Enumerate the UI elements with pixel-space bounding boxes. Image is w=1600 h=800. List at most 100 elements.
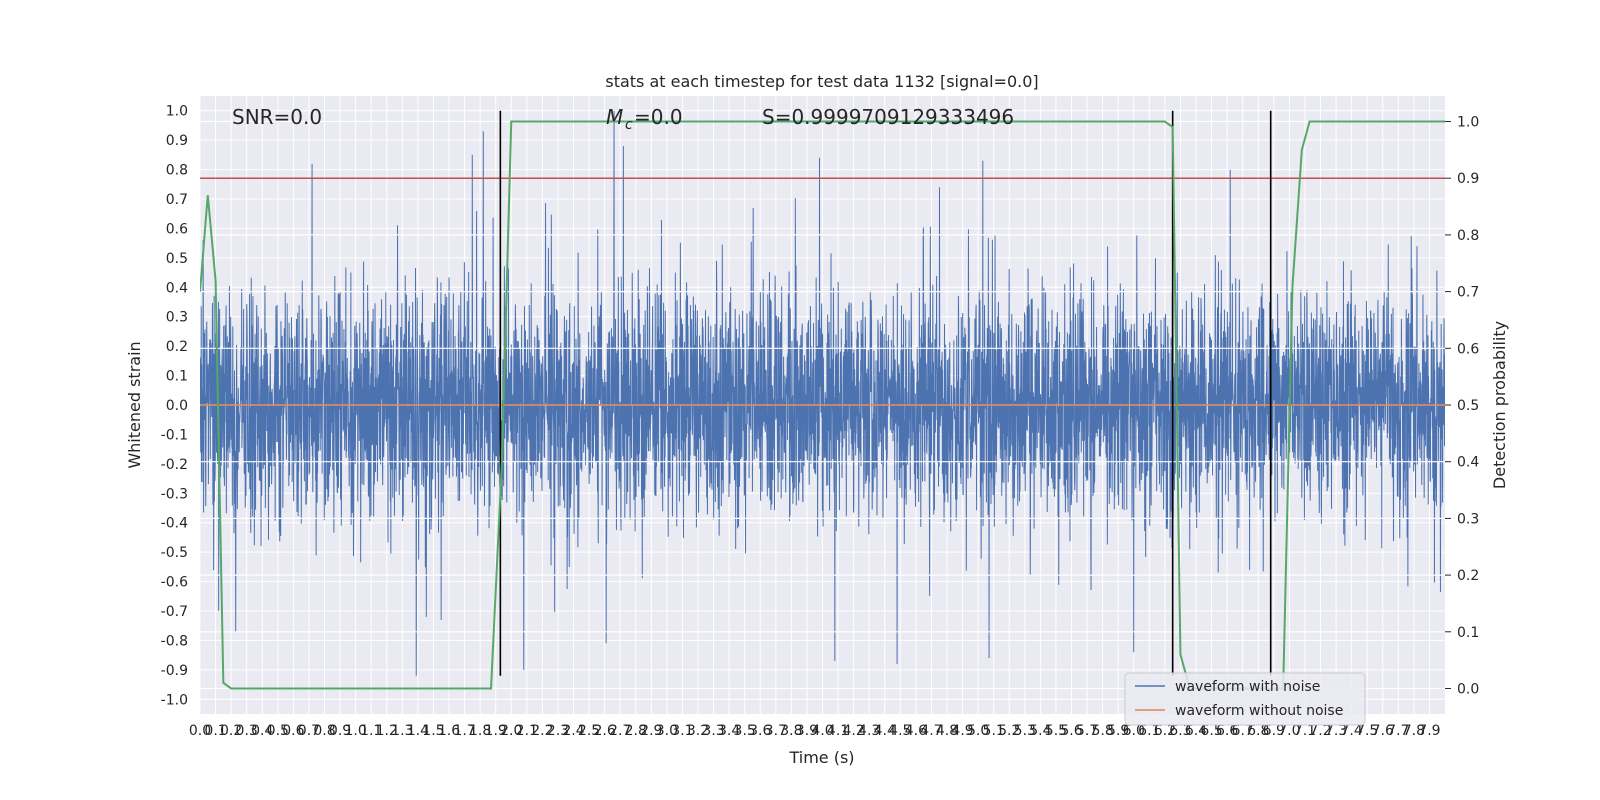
x-tick-label: 6.1 <box>1138 723 1160 739</box>
x-tick-label: 3.9 <box>796 723 818 739</box>
y-tick-label: 0.7 <box>166 192 188 208</box>
x-tick-label: 0.6 <box>282 723 304 739</box>
x-tick-label: 5.1 <box>983 723 1005 739</box>
legend-label-clean: waveform without noise <box>1175 703 1343 719</box>
y-tick-label: 0.8 <box>166 163 188 179</box>
y-tick-label: -0.5 <box>161 545 188 561</box>
x-tick-label: 4.4 <box>874 723 896 739</box>
score-annotation: S=0.9999709129333496 <box>762 105 1014 129</box>
legend-box <box>1124 672 1366 726</box>
y-tick-label: -0.9 <box>161 663 188 679</box>
x-tick-label: 1.8 <box>469 723 491 739</box>
x-tick-label: 3.2 <box>687 723 709 739</box>
x-tick-label: 3.7 <box>765 723 787 739</box>
y-tick-label: 0.3 <box>166 310 188 326</box>
x-tick-label: 1.3 <box>391 723 413 739</box>
x-tick-label: 2.7 <box>609 723 631 739</box>
x-tick-label: 0.2 <box>220 723 242 739</box>
x-tick-label: 4.8 <box>936 723 958 739</box>
x-tick-label: 1.2 <box>376 723 398 739</box>
x-tick-label: 6.8 <box>1247 723 1269 739</box>
x-tick-label: 1.5 <box>422 723 444 739</box>
x-tick-label: 5.5 <box>1045 723 1067 739</box>
x-tick-label: 3.6 <box>749 723 771 739</box>
right-tick-label: 0.1 <box>1457 625 1479 641</box>
x-tick-label: 0.1 <box>204 723 226 739</box>
right-tick-label: 0.4 <box>1457 455 1479 471</box>
legend-label-noise: waveform with noise <box>1175 679 1320 695</box>
legend: waveform with noise waveform without noi… <box>1124 672 1366 726</box>
x-tick-label: 4.6 <box>905 723 927 739</box>
x-tick-label: 5.4 <box>1029 723 1051 739</box>
x-tick-label: 6.3 <box>1169 723 1191 739</box>
y-tick-label: -0.2 <box>161 457 188 473</box>
y-axis-label: Whitened strain <box>125 341 144 468</box>
x-tick-label: 7.2 <box>1309 723 1331 739</box>
y-tick-label: -0.3 <box>161 486 188 502</box>
x-tick-label: 2.4 <box>562 723 584 739</box>
x-tick-label: 7.1 <box>1294 723 1316 739</box>
x-tick-label: 2.8 <box>625 723 647 739</box>
x-tick-label: 6.6 <box>1216 723 1238 739</box>
x-tick-label: 2.0 <box>500 723 522 739</box>
x-tick-label: 0.5 <box>267 723 289 739</box>
x-tick-label: 7.6 <box>1372 723 1394 739</box>
x-tick-label: 7.8 <box>1403 723 1425 739</box>
x-tick-label: 5.7 <box>1076 723 1098 739</box>
chirp-mass-value: =0.0 <box>634 105 683 129</box>
x-tick-label: 0.4 <box>251 723 273 739</box>
x-tick-label: 7.7 <box>1387 723 1409 739</box>
right-tick-label: 0.0 <box>1457 681 1479 697</box>
x-tick-label: 4.3 <box>858 723 880 739</box>
y-tick-label: 0.4 <box>166 280 188 296</box>
y-tick-label: -0.4 <box>161 516 188 532</box>
y-tick-label: -0.1 <box>161 427 188 443</box>
y-tick-label: 1.0 <box>166 104 188 120</box>
x-tick-label: 0.9 <box>329 723 351 739</box>
x-tick-label: 7.9 <box>1418 723 1440 739</box>
x-tick-label: 1.9 <box>485 723 507 739</box>
right-tick-label: 0.8 <box>1457 228 1479 244</box>
x-tick-label: 4.5 <box>889 723 911 739</box>
event-markers <box>499 110 1272 676</box>
x-tick-label: 5.9 <box>1107 723 1129 739</box>
x-tick-label: 3.5 <box>734 723 756 739</box>
x-tick-label: 2.9 <box>640 723 662 739</box>
x-tick-label: 1.7 <box>453 723 475 739</box>
x-tick-label: 2.6 <box>593 723 615 739</box>
y-tick-label: -0.6 <box>161 575 188 591</box>
x-axis-label: Time (s) <box>788 748 854 767</box>
noise-series-line <box>200 110 1445 676</box>
x-tick-label: 5.8 <box>1091 723 1113 739</box>
snr-annotation: SNR=0.0 <box>232 105 322 129</box>
right-tick-label: 0.3 <box>1457 511 1479 527</box>
x-tick-label: 2.2 <box>531 723 553 739</box>
x-tick-label: 7.5 <box>1356 723 1378 739</box>
y-tick-label: 0.5 <box>166 251 188 267</box>
x-tick-label: 5.2 <box>998 723 1020 739</box>
detection-probability-line <box>200 120 1445 690</box>
right-tick-label: 0.2 <box>1457 568 1479 584</box>
x-tick-label: 5.0 <box>967 723 989 739</box>
chart-title: stats at each timestep for test data 113… <box>605 72 1038 91</box>
right-tick-label: 0.6 <box>1457 341 1479 357</box>
x-tick-label: 0.3 <box>236 723 258 739</box>
right-tick-label: 1.0 <box>1457 115 1479 131</box>
x-tick-label: 4.2 <box>842 723 864 739</box>
x-tick-label: 1.1 <box>360 723 382 739</box>
x-tick-label: 6.4 <box>1185 723 1207 739</box>
y-tick-label: 0.2 <box>166 339 188 355</box>
chirp-mass-symbol: M <box>606 105 623 129</box>
x-tick-label: 2.1 <box>516 723 538 739</box>
x-axis-ticks: 0.00.10.20.30.40.50.60.70.80.91.01.11.21… <box>189 723 1441 739</box>
x-tick-label: 5.3 <box>1014 723 1036 739</box>
y-tick-label: -0.8 <box>161 633 188 649</box>
right-axis-ticks: 0.0 0.1 0.2 0.3 0.4 0.5 0.6 0.7 0.8 0.9 1.0 <box>1445 115 1479 697</box>
x-tick-label: 4.1 <box>827 723 849 739</box>
x-tick-label: 4.9 <box>951 723 973 739</box>
x-tick-label: 0.8 <box>313 723 335 739</box>
right-tick-label: 0.5 <box>1457 398 1479 414</box>
x-tick-label: 1.4 <box>407 723 429 739</box>
x-tick-label: 2.5 <box>578 723 600 739</box>
x-tick-label: 2.3 <box>547 723 569 739</box>
